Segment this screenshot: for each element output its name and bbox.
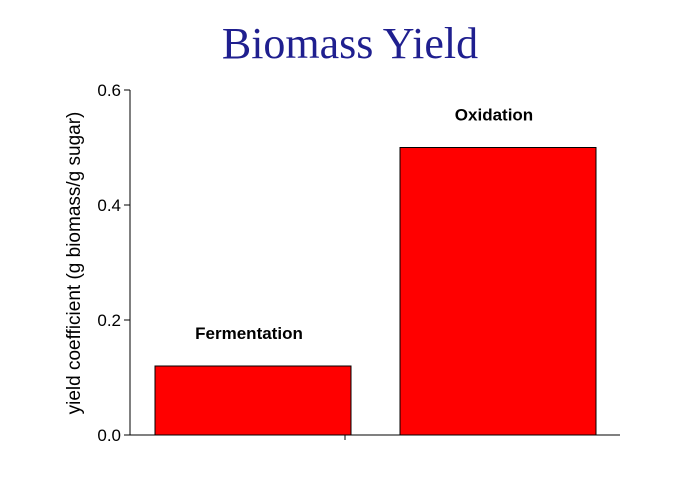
y-tick-label: 0.0 — [97, 426, 121, 445]
y-axis-title: yield coefficient (g biomass/g sugar) — [64, 112, 85, 415]
y-tick-label: 0.4 — [97, 196, 121, 215]
bar-fermentation — [154, 365, 352, 436]
chart-title: Biomass Yield — [221, 19, 479, 68]
y-tick-label: 0.6 — [97, 81, 121, 100]
bar-label-fermentation: Fermentation — [195, 324, 303, 343]
bar-label-oxidation: Oxidation — [455, 106, 533, 125]
bar-oxidation — [399, 147, 597, 436]
y-tick-label: 0.2 — [97, 311, 121, 330]
bar-labels: Fermentation Oxidation — [195, 106, 533, 344]
bars — [154, 147, 597, 436]
